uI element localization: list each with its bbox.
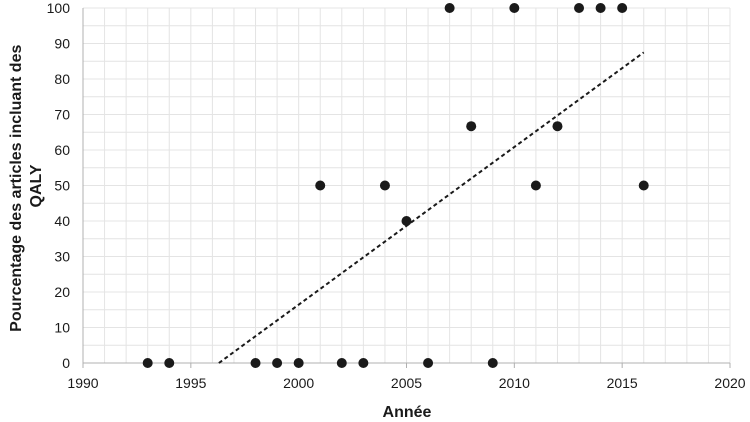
y-tick-label: 60 (54, 142, 70, 158)
data-point (293, 358, 304, 368)
y-tick-label: 10 (54, 320, 70, 336)
trendline (218, 51, 645, 364)
data-point (250, 358, 261, 368)
data-point (358, 358, 369, 368)
data-point (487, 358, 498, 368)
x-tick-labels: 1990 1995 2000 2005 2010 2015 2020 (67, 375, 745, 391)
y-tick-label: 100 (47, 0, 71, 16)
y-tick-label: 20 (54, 284, 70, 300)
data-point (509, 3, 520, 13)
data-point (164, 358, 175, 368)
x-tick-label: 2015 (607, 375, 638, 391)
x-tick-label: 2000 (283, 375, 314, 391)
data-point (552, 121, 563, 132)
y-axis-title: Pourcentage des articles incluant des QA… (8, 40, 45, 332)
x-tick-label: 2020 (714, 375, 745, 391)
y-tick-label: 90 (54, 36, 70, 52)
data-point (574, 3, 585, 13)
y-axis-title-line-1: Pourcentage des articles incluant des (8, 45, 25, 332)
data-point (423, 358, 434, 368)
data-point (272, 358, 283, 368)
data-point (595, 3, 606, 13)
y-tick-label: 0 (62, 355, 70, 371)
x-tick-label: 2005 (391, 375, 422, 391)
y-tick-label: 70 (54, 107, 70, 123)
data-point (444, 3, 455, 13)
data-points (142, 3, 649, 368)
y-tick-label: 50 (54, 178, 70, 194)
grid (82, 7, 731, 364)
y-axis-title-line-2: QALY (28, 164, 45, 207)
x-tick-label: 1995 (175, 375, 206, 391)
data-point (530, 180, 541, 191)
data-point (617, 3, 628, 13)
data-point (401, 216, 412, 226)
y-tick-label: 40 (54, 213, 70, 229)
data-point (379, 180, 390, 191)
data-point (315, 180, 326, 191)
data-point (336, 358, 347, 368)
y-tick-label: 80 (54, 71, 70, 87)
x-tick-label: 2010 (499, 375, 530, 391)
data-point (466, 121, 477, 132)
data-point (638, 180, 649, 191)
data-point (142, 358, 153, 368)
x-axis-title: Année (383, 404, 432, 421)
x-tick-label: 1990 (67, 375, 98, 391)
y-tick-label: 30 (54, 249, 70, 265)
trendline-layer (218, 51, 645, 364)
y-tick-labels: 0 10 20 30 40 50 60 70 80 90 100 (47, 0, 71, 371)
